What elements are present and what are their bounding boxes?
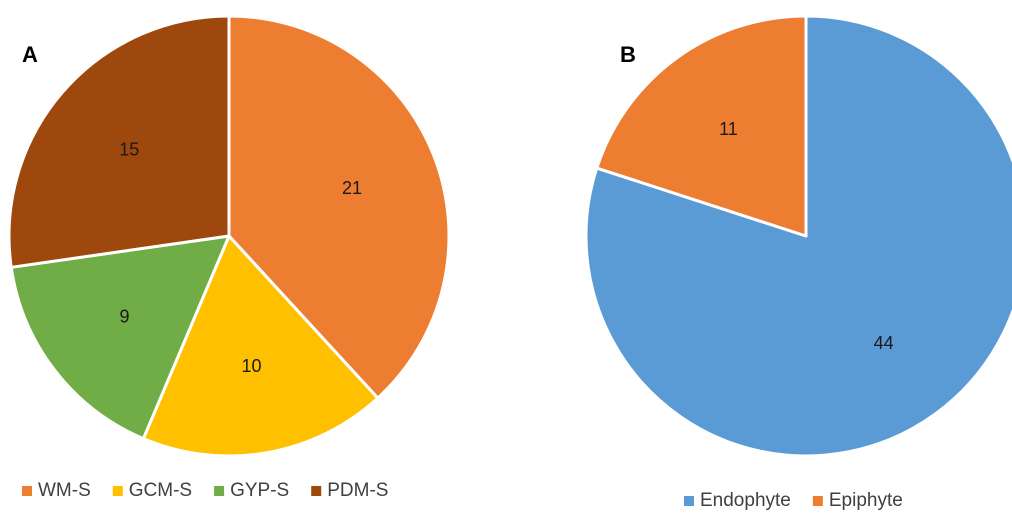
pie-slice-epiphyte bbox=[595, 14, 808, 238]
legend-swatch-pdm-s bbox=[311, 486, 322, 496]
legend-swatch-endophyte bbox=[684, 496, 694, 506]
pie-chart-b: B 44 11 Endophyte Epiphyte bbox=[584, 14, 1012, 511]
legend-swatch-epiphyte bbox=[812, 496, 823, 506]
data-label-epiphyte: 11 bbox=[719, 119, 738, 139]
data-labels-b: 44 11 bbox=[719, 119, 894, 353]
slices-b bbox=[584, 14, 1012, 458]
data-label-gyp-s: 9 bbox=[119, 307, 129, 327]
data-labels-a: 21 10 9 15 bbox=[119, 140, 362, 377]
data-label-wm-s: 21 bbox=[342, 178, 362, 198]
legend-label-wm-s: WM-S bbox=[38, 480, 91, 501]
legend-a: WM-S GCM-S GYP-S PDM-S bbox=[22, 480, 388, 501]
data-label-endophyte: 44 bbox=[874, 333, 894, 353]
pie-slice-pdm-s bbox=[7, 14, 231, 269]
legend-swatch-gcm-s bbox=[112, 486, 123, 496]
slices-a bbox=[7, 14, 451, 458]
legend-label-pdm-s: PDM-S bbox=[327, 480, 388, 501]
legend-label-endophyte: Endophyte bbox=[700, 490, 791, 511]
pie-slice-gcm-s bbox=[141, 234, 380, 458]
legend-label-gyp-s: GYP-S bbox=[230, 480, 289, 501]
pie-slice-endophyte bbox=[584, 14, 1012, 458]
legend-swatch-gyp-s bbox=[214, 486, 225, 496]
legend-swatch-wm-s bbox=[22, 486, 32, 496]
legend-label-epiphyte: Epiphyte bbox=[829, 490, 903, 511]
pie-slice-gyp-s bbox=[9, 234, 231, 441]
legend-b: Endophyte Epiphyte bbox=[684, 490, 903, 511]
pie-slice-wm-s bbox=[227, 14, 451, 400]
panel-label-b: B bbox=[620, 42, 636, 67]
data-label-pdm-s: 15 bbox=[119, 140, 139, 160]
panel-label-a: A bbox=[22, 42, 38, 67]
pie-chart-a: A 21 10 9 15 WM-S GCM-S GYP-S PDM-S bbox=[7, 14, 451, 501]
data-label-gcm-s: 10 bbox=[241, 356, 261, 376]
legend-label-gcm-s: GCM-S bbox=[129, 480, 192, 501]
